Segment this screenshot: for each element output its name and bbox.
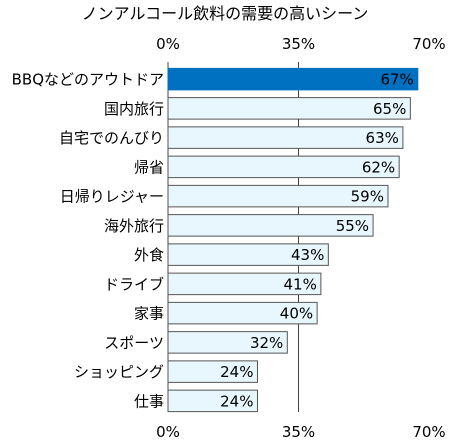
value-label: 24% — [220, 392, 253, 410]
bar — [167, 331, 288, 354]
category-label: 日帰りレジャー — [60, 188, 164, 206]
value-label: 41% — [284, 275, 317, 293]
value-label: 63% — [366, 129, 399, 147]
category-label: 仕事 — [134, 392, 164, 410]
category-label: 自宅でのんびり — [59, 129, 164, 147]
grid — [167, 62, 299, 412]
value-label: 24% — [220, 363, 253, 381]
value-label: 65% — [373, 100, 406, 118]
bars: 67% 65% 63% 62% 59% 55% 43% 41% 40% 32% 24% 24% — [167, 67, 419, 413]
bar — [167, 155, 400, 179]
value-label: 67% — [380, 71, 413, 89]
bar — [167, 243, 329, 266]
bar — [167, 184, 389, 208]
tick-label-bottom: 35% — [282, 423, 315, 441]
bar — [167, 67, 419, 91]
tick-labels: 0% 0% 35% 35% 70% 70% — [156, 35, 446, 441]
value-label: 43% — [291, 246, 324, 264]
value-label: 62% — [362, 158, 395, 176]
category-label: 海外旅行 — [104, 217, 164, 235]
category-label: 国内旅行 — [104, 100, 164, 118]
bar — [167, 126, 404, 149]
category-label: ドライブ — [104, 275, 164, 293]
category-label: 外食 — [134, 246, 164, 264]
tick-label-top: 35% — [282, 35, 315, 53]
bar — [167, 360, 258, 383]
bar — [167, 301, 318, 325]
value-label: 32% — [250, 334, 283, 352]
bar — [167, 97, 411, 120]
tick-label-bottom: 0% — [156, 423, 180, 441]
bar — [167, 214, 374, 237]
tick-label-bottom: 70% — [412, 423, 445, 441]
tick-label-top: 0% — [156, 35, 180, 53]
category-label: スポーツ — [104, 334, 164, 352]
value-label: 59% — [351, 188, 384, 206]
bar — [167, 389, 258, 413]
category-label: BBQなどのアウトドア — [12, 71, 164, 89]
bar — [167, 272, 322, 296]
category-label: 家事 — [134, 305, 164, 323]
category-labels: BBQなどのアウトドア国内旅行自宅でのんびり帰省日帰りレジャー海外旅行外食ドライ… — [12, 71, 164, 411]
value-label: 55% — [336, 217, 369, 235]
category-label: ショッピング — [74, 363, 164, 381]
value-label: 40% — [280, 305, 313, 323]
chart-title: ノンアルコール飲料の需要の高いシーン — [82, 4, 369, 23]
tick-label-top: 70% — [412, 35, 445, 53]
category-label: 帰省 — [134, 158, 164, 176]
